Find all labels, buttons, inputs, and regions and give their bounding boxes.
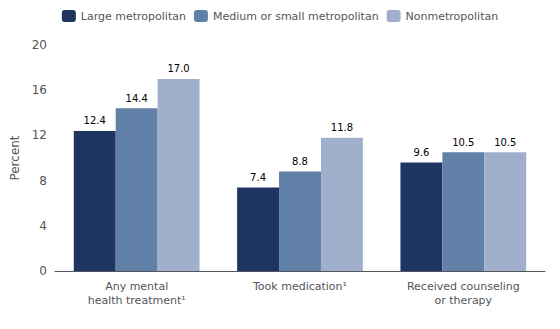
svg-text:10.5: 10.5 — [452, 137, 474, 148]
svg-text:12.4: 12.4 — [84, 115, 106, 126]
svg-text:Percent: Percent — [8, 135, 22, 180]
svg-text:10.5: 10.5 — [494, 137, 516, 148]
svg-text:20: 20 — [32, 38, 47, 52]
svg-text:17.0: 17.0 — [167, 63, 189, 74]
svg-text:Nonmetropolitan: Nonmetropolitan — [406, 10, 499, 23]
svg-text:11.8: 11.8 — [331, 122, 353, 133]
svg-text:Medium or small metropolitan: Medium or small metropolitan — [213, 10, 379, 23]
svg-text:Took medication¹: Took medication¹ — [252, 280, 347, 293]
svg-text:or therapy: or therapy — [435, 294, 493, 307]
svg-text:Received counseling: Received counseling — [407, 280, 520, 293]
svg-text:8: 8 — [39, 174, 47, 188]
svg-text:Any mental: Any mental — [105, 280, 168, 293]
svg-text:12: 12 — [32, 128, 47, 142]
svg-text:9.6: 9.6 — [413, 147, 429, 158]
svg-text:0: 0 — [39, 264, 47, 278]
svg-text:health treatment¹: health treatment¹ — [88, 294, 186, 307]
svg-text:8.8: 8.8 — [292, 156, 308, 167]
svg-text:Large metropolitan: Large metropolitan — [81, 10, 186, 23]
svg-text:7.4: 7.4 — [250, 172, 266, 183]
svg-text:16: 16 — [32, 83, 47, 97]
svg-text:14.4: 14.4 — [126, 93, 148, 104]
svg-text:4: 4 — [39, 219, 47, 233]
